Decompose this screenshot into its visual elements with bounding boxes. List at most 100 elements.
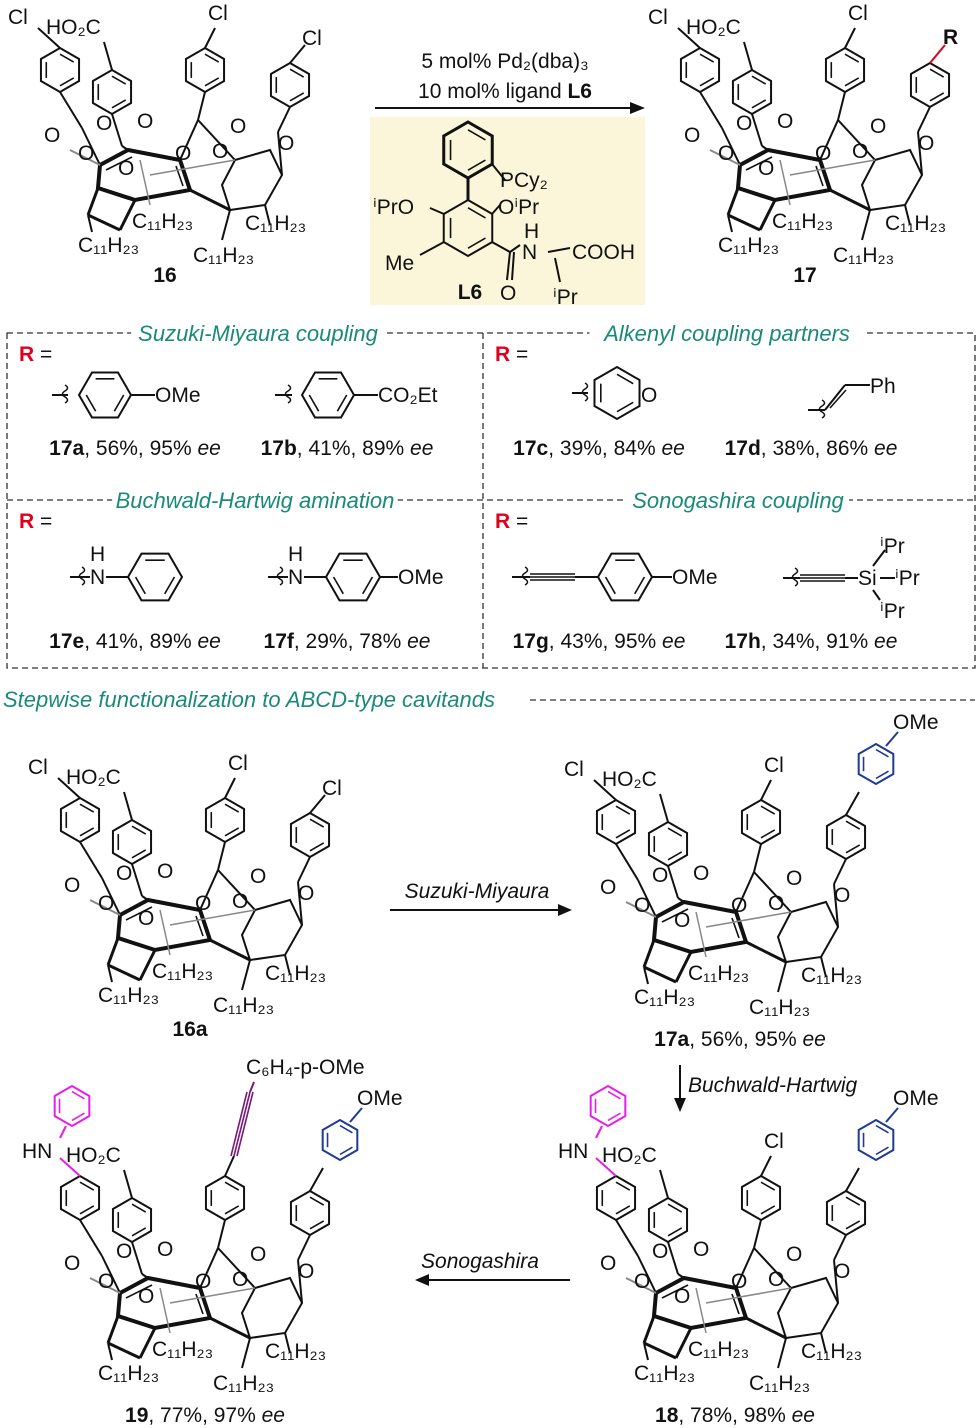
benzene-ring <box>77 371 133 419</box>
compound-number: 17d <box>725 437 761 460</box>
bond <box>758 199 777 231</box>
bond <box>111 113 123 147</box>
double-bond <box>309 842 325 852</box>
bond <box>661 1284 689 1299</box>
arrow-head <box>630 102 645 114</box>
bond <box>731 1293 740 1315</box>
undecyl-label: C₁₁H₂₃ <box>801 964 862 987</box>
r-equals: R = <box>19 510 52 533</box>
oxygen-label: O <box>918 132 934 155</box>
oxygen-label: O <box>175 142 191 165</box>
compound-number: 18 <box>655 1404 679 1427</box>
oxygen-label: O <box>250 865 266 888</box>
bond <box>760 1155 772 1177</box>
double-bond <box>699 77 715 87</box>
bond <box>175 165 184 187</box>
double-bond <box>634 576 646 595</box>
double-bond <box>845 844 861 854</box>
ring-outline <box>53 1084 91 1128</box>
undecyl-label: C₁₁H₂₃ <box>688 1338 749 1361</box>
compound-16a-caption: 16a <box>172 1018 207 1041</box>
bond <box>727 213 761 232</box>
bond <box>760 779 772 801</box>
bond <box>625 1277 657 1294</box>
bond <box>929 44 946 64</box>
oxygen-label: O <box>834 884 850 907</box>
ipro-label: ⁱPrO <box>373 196 414 219</box>
aryl-arm-ring <box>740 1174 782 1222</box>
ee-label: ee <box>197 437 220 460</box>
nh-h-label: H <box>524 220 539 243</box>
right-ring <box>776 900 840 964</box>
ligand-name: L6 <box>567 80 592 103</box>
aryl-arm-ring <box>825 1189 867 1237</box>
double-bond <box>204 53 220 63</box>
equals: = <box>510 343 528 366</box>
bond <box>761 145 769 151</box>
yield-ee: , 29%, 78% <box>294 630 407 653</box>
bond <box>743 41 753 71</box>
compound-number: 17g <box>513 630 549 653</box>
bond <box>885 1107 899 1123</box>
bond <box>753 843 762 873</box>
bond <box>169 1287 256 1304</box>
oxygen-label: O <box>641 384 657 407</box>
benzene-ring <box>126 552 184 602</box>
bond <box>86 187 100 216</box>
undecyl-label: C₁₁H₂₃ <box>152 1338 213 1361</box>
bond <box>829 188 871 212</box>
double-bond <box>79 827 95 837</box>
ee-label: ee <box>662 630 685 653</box>
oxygen-label: O <box>250 1243 266 1266</box>
attachment-point-icon <box>818 399 826 419</box>
bond <box>107 963 141 982</box>
oxygen-label: O <box>731 894 747 917</box>
nitrogen-label: N <box>522 241 537 264</box>
bond <box>861 209 871 241</box>
bond <box>138 1327 157 1359</box>
methoxy-label: OMe <box>357 1087 403 1110</box>
compound-17a-caption: 17a, 56%, 95% ee <box>654 1028 826 1051</box>
cooh-label: COOH <box>572 241 635 264</box>
ee-label: ee <box>410 437 433 460</box>
ester-label: CO₂Et <box>378 384 438 407</box>
oxygen-label: O <box>600 1252 616 1275</box>
section-title: Sonogashira coupling <box>632 488 844 513</box>
section-title: Buchwald-Hartwig amination <box>116 488 395 513</box>
triple-bond <box>230 1091 248 1157</box>
bond <box>89 899 121 916</box>
aniline-ring <box>589 1084 627 1128</box>
aryl-arm-ring <box>111 818 153 866</box>
double-bond <box>615 1205 631 1215</box>
entry-caption: 17b, 41%, 89% ee <box>261 437 434 460</box>
bond <box>659 793 669 823</box>
double-bond <box>59 77 75 87</box>
chloro-label: Cl <box>8 6 28 29</box>
r-label: R <box>495 510 510 533</box>
chloro-label: Cl <box>764 754 784 777</box>
bond <box>139 159 151 206</box>
compound-number: 17b <box>261 437 297 460</box>
ring-outline <box>589 1084 627 1128</box>
aryl-arm-ring <box>111 1196 153 1244</box>
double-bond <box>59 53 75 63</box>
oxygen-label: O <box>674 1285 690 1308</box>
bond <box>123 1169 133 1199</box>
compound-number: 17e <box>49 630 84 653</box>
oxygen-label: O <box>652 864 668 887</box>
bond <box>667 1241 679 1275</box>
double-bond <box>134 576 146 595</box>
double-bond <box>71 1112 85 1122</box>
bond <box>643 1342 649 1361</box>
bond <box>101 877 121 916</box>
entry-caption: 17c, 39%, 84% ee <box>513 437 685 460</box>
yield-ee: , 77%, 97% <box>148 1404 261 1427</box>
aryl-arm-ring <box>269 61 311 109</box>
bond <box>837 91 846 121</box>
r-label: R <box>19 343 34 366</box>
bond <box>118 199 137 231</box>
attachment-point-icon <box>284 384 292 404</box>
double-bond <box>336 394 348 412</box>
bond <box>872 549 886 567</box>
oxygen-label: O <box>232 890 248 913</box>
